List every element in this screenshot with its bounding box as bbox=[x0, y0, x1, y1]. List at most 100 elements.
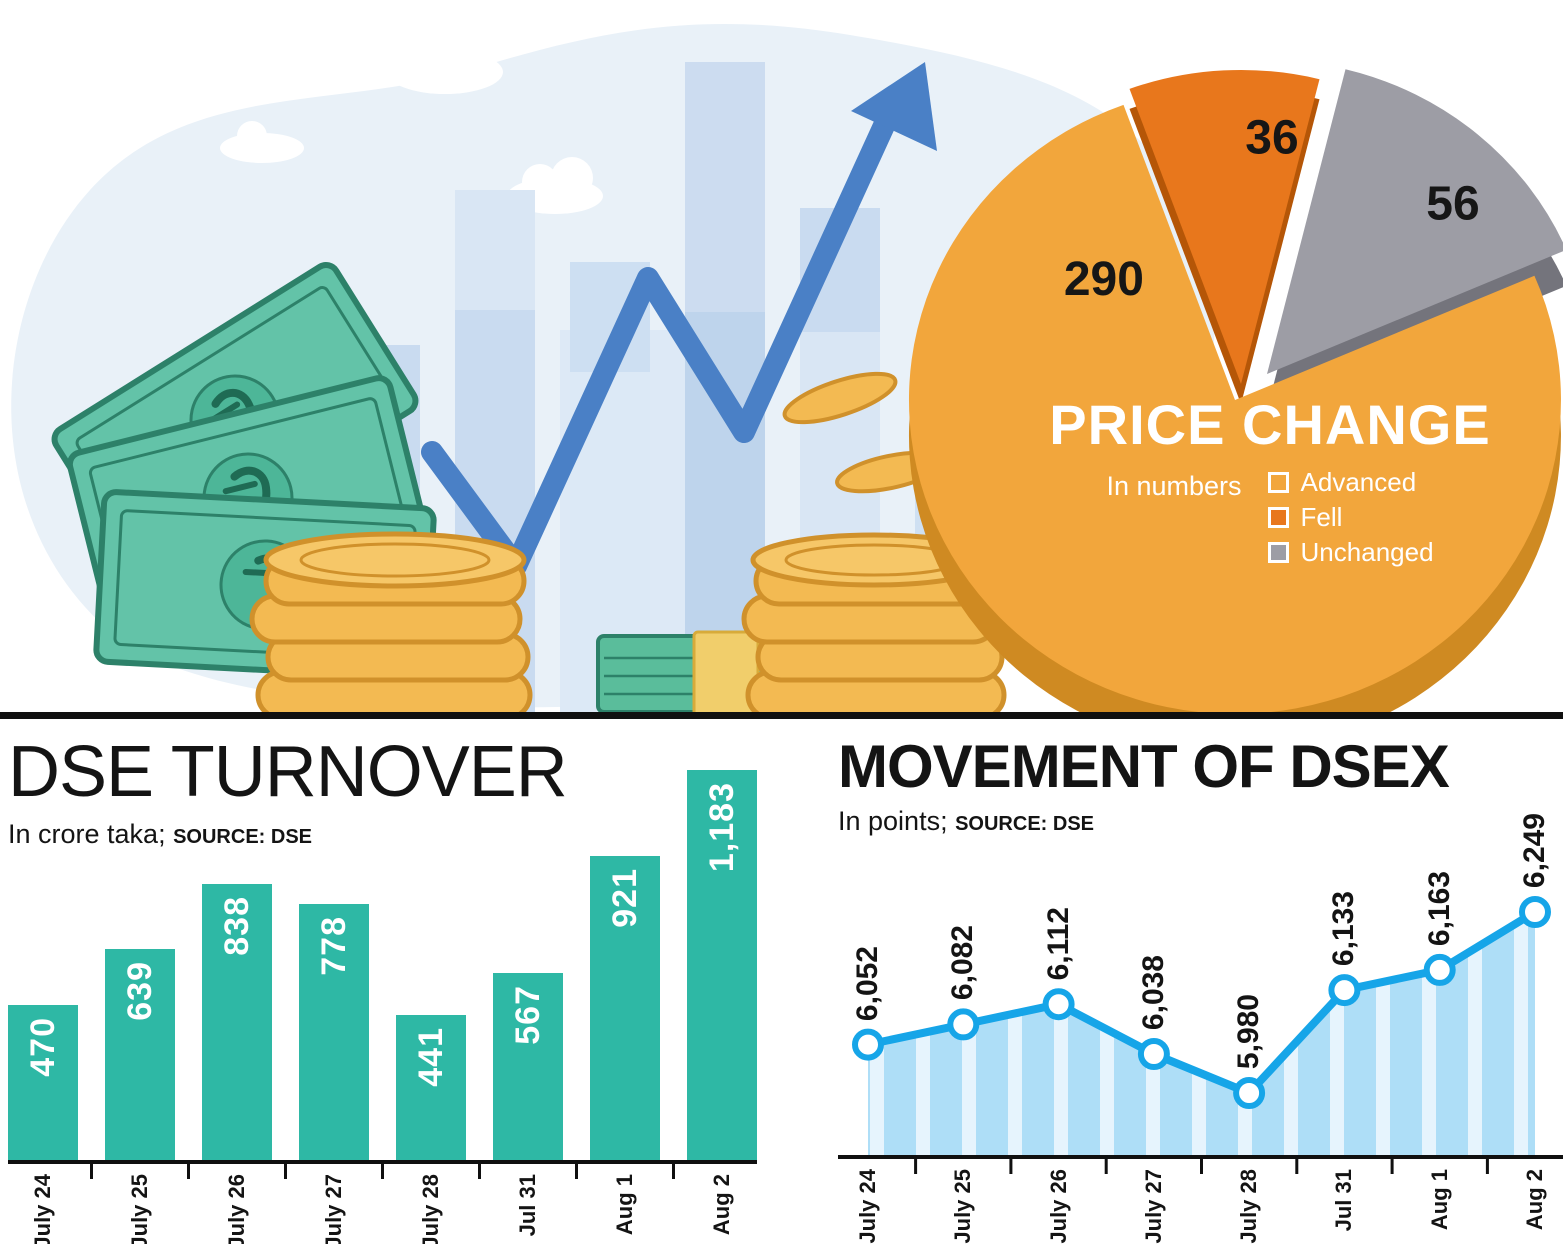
dsex-axis-tick bbox=[1009, 1155, 1013, 1174]
growth-arrow-icon bbox=[421, 62, 937, 577]
turnover-x-label-text: July 28 bbox=[418, 1174, 443, 1244]
legend-swatch-fell-icon bbox=[1267, 506, 1289, 528]
legend-swatch-unchanged-icon bbox=[1267, 541, 1289, 563]
cloud-icon bbox=[220, 121, 304, 163]
turnover-bar-value: 441 bbox=[411, 1027, 450, 1087]
dsex-point-label-text: 5,980 bbox=[1232, 993, 1266, 1069]
turnover-x-label: July 24 bbox=[8, 1174, 78, 1244]
dsex-line-svg bbox=[838, 896, 1563, 1174]
dsex-x-label-text: July 25 bbox=[950, 1169, 976, 1244]
turnover-axis-tick bbox=[574, 1160, 578, 1179]
legend-item-advanced: Advanced bbox=[1267, 467, 1434, 497]
turnover-axis-tick bbox=[477, 1160, 481, 1179]
pie-value-advanced: 290 bbox=[1064, 253, 1144, 306]
turnover-bar-jul-31: 567 bbox=[493, 973, 563, 1160]
turnover-bar-aug-1: 921 bbox=[590, 856, 660, 1160]
legend-label: Unchanged bbox=[1300, 537, 1434, 567]
dsex-x-label: July 24 bbox=[833, 1169, 903, 1244]
dsex-marker-july-28 bbox=[1233, 1077, 1266, 1109]
turnover-axis-tick bbox=[671, 1160, 675, 1179]
turnover-axis-tick bbox=[89, 1160, 93, 1179]
dsex-point-label-text: 6,249 bbox=[1518, 812, 1551, 888]
turnover-x-label: Jul 31 bbox=[493, 1174, 563, 1236]
pie-slice-unchanged bbox=[1267, 69, 1563, 374]
dsex-line bbox=[864, 908, 1539, 1097]
turnover-unit: In crore taka; bbox=[8, 818, 166, 849]
dsex-marker-july-25 bbox=[947, 1008, 980, 1041]
turnover-bar-july-26: 838 bbox=[202, 884, 272, 1160]
turnover-x-label: Aug 2 bbox=[687, 1174, 757, 1235]
dsex-x-label-text: Aug 2 bbox=[1522, 1169, 1547, 1231]
pie-slice-advanced bbox=[908, 104, 1561, 714]
hero-illustration: 290 36 56 PRICE CHANGE In numbers Advanced… bbox=[11, 23, 1563, 718]
dsex-x-label: Aug 1 bbox=[1405, 1169, 1475, 1230]
turnover-x-label: Aug 1 bbox=[590, 1174, 660, 1235]
dsex-marker-jul-31 bbox=[1328, 974, 1361, 1007]
dsex-x-label-text: July 27 bbox=[1140, 1169, 1166, 1244]
dsex-point-label-text: 6,133 bbox=[1327, 891, 1361, 967]
dsex-point-label: 6,249 bbox=[1495, 813, 1563, 888]
dsex-x-label-text: Jul 31 bbox=[1331, 1169, 1357, 1232]
pie-title: PRICE CHANGE bbox=[1049, 393, 1491, 456]
dsex-x-label: Aug 2 bbox=[1500, 1169, 1563, 1230]
turnover-axis-tick bbox=[380, 1160, 384, 1179]
turnover-bar-value: 838 bbox=[217, 896, 256, 956]
dsex-x-label: July 25 bbox=[928, 1169, 998, 1244]
dsex-marker-july-24 bbox=[852, 1028, 884, 1061]
dsex-area-fill bbox=[868, 912, 1535, 1155]
legend-item-unchanged: Unchanged bbox=[1267, 537, 1434, 567]
pie-subtitle: In numbers bbox=[1106, 471, 1242, 501]
pie-slice-fell bbox=[1129, 69, 1320, 384]
turnover-bar-chart: 470 July 24 639 July 25 838 July 26 778 July 27… bbox=[8, 735, 783, 1244]
price-change-pie-chart: 290 36 56 bbox=[908, 69, 1563, 718]
dsex-x-label: July 26 bbox=[1024, 1169, 1094, 1244]
dsex-source: SOURCE: DSE bbox=[955, 813, 1094, 835]
dsex-point-label-text: 6,082 bbox=[946, 925, 980, 1001]
dsex-axis-tick bbox=[1200, 1155, 1203, 1174]
dsex-point-label: 6,133 bbox=[1304, 891, 1384, 966]
turnover-bar-value: 567 bbox=[508, 985, 547, 1045]
dsex-point-label: 6,082 bbox=[923, 925, 1003, 1000]
turnover-bar-july-28: 441 bbox=[396, 1015, 466, 1160]
turnover-bar-aug-2: 1,183 bbox=[687, 770, 757, 1160]
legend-label: Fell bbox=[1300, 502, 1343, 532]
turnover-bar-value: 778 bbox=[314, 916, 353, 976]
turnover-bar-july-25: 639 bbox=[105, 949, 175, 1160]
pie-legend: Advanced Fell Unchanged bbox=[1267, 467, 1434, 574]
turnover-x-label-text: July 26 bbox=[224, 1174, 249, 1244]
dsex-marker-aug-2 bbox=[1519, 896, 1551, 928]
turnover-bar-july-27: 778 bbox=[299, 904, 369, 1160]
dsex-marker-july-27 bbox=[1137, 1038, 1170, 1070]
legend-swatch-advanced-icon bbox=[1267, 471, 1289, 493]
dse-turnover-panel: DSE TURNOVER In crore taka; SOURCE: DSE … bbox=[8, 732, 783, 1244]
dsex-point-label: 5,980 bbox=[1209, 994, 1289, 1069]
dsex-axis-tick bbox=[1104, 1155, 1108, 1174]
turnover-axis-tick bbox=[186, 1160, 190, 1179]
dsex-x-label-text: July 28 bbox=[1236, 1169, 1262, 1244]
turnover-x-label-text: July 27 bbox=[321, 1174, 346, 1244]
turnover-x-label: July 25 bbox=[105, 1174, 175, 1244]
turnover-x-label-text: July 25 bbox=[127, 1174, 152, 1244]
dsex-axis-tick bbox=[914, 1155, 918, 1174]
pie-value-unchanged: 56 bbox=[1426, 178, 1479, 231]
dsex-x-label: July 27 bbox=[1119, 1169, 1189, 1244]
turnover-title: DSE TURNOVER bbox=[8, 732, 568, 812]
legend-label: Advanced bbox=[1300, 467, 1417, 497]
turnover-x-label-text: Aug 2 bbox=[709, 1174, 734, 1236]
dsex-point-label-text: 6,052 bbox=[851, 945, 884, 1021]
turnover-x-label-text: Jul 31 bbox=[515, 1174, 540, 1237]
turnover-x-label-text: July 24 bbox=[30, 1174, 55, 1244]
dsex-subtitle: In points; SOURCE: DSE bbox=[838, 806, 1563, 837]
turnover-x-label: July 27 bbox=[299, 1174, 369, 1244]
turnover-x-label-text: Aug 1 bbox=[612, 1174, 637, 1236]
dsex-point-label: 6,038 bbox=[1114, 955, 1194, 1030]
dsex-movement-panel: MOVEMENT OF DSEX In points; SOURCE: DSE … bbox=[838, 735, 1563, 1244]
dsex-x-label: July 28 bbox=[1214, 1169, 1284, 1244]
legend-item-fell: Fell bbox=[1267, 502, 1434, 532]
dsex-line-chart: 6,052 July 24 6,082 July 25 6,112 July 26 6,03… bbox=[838, 735, 1563, 1244]
pie-overlay: PRICE CHANGE In numbers Advanced Fell Unch… bbox=[1035, 392, 1505, 574]
turnover-x-label: July 26 bbox=[202, 1174, 272, 1244]
market-illustration: 290 36 56 bbox=[11, 23, 1563, 718]
dsex-point-label: 6,112 bbox=[1019, 907, 1099, 980]
pie-value-fell: 36 bbox=[1245, 112, 1298, 165]
